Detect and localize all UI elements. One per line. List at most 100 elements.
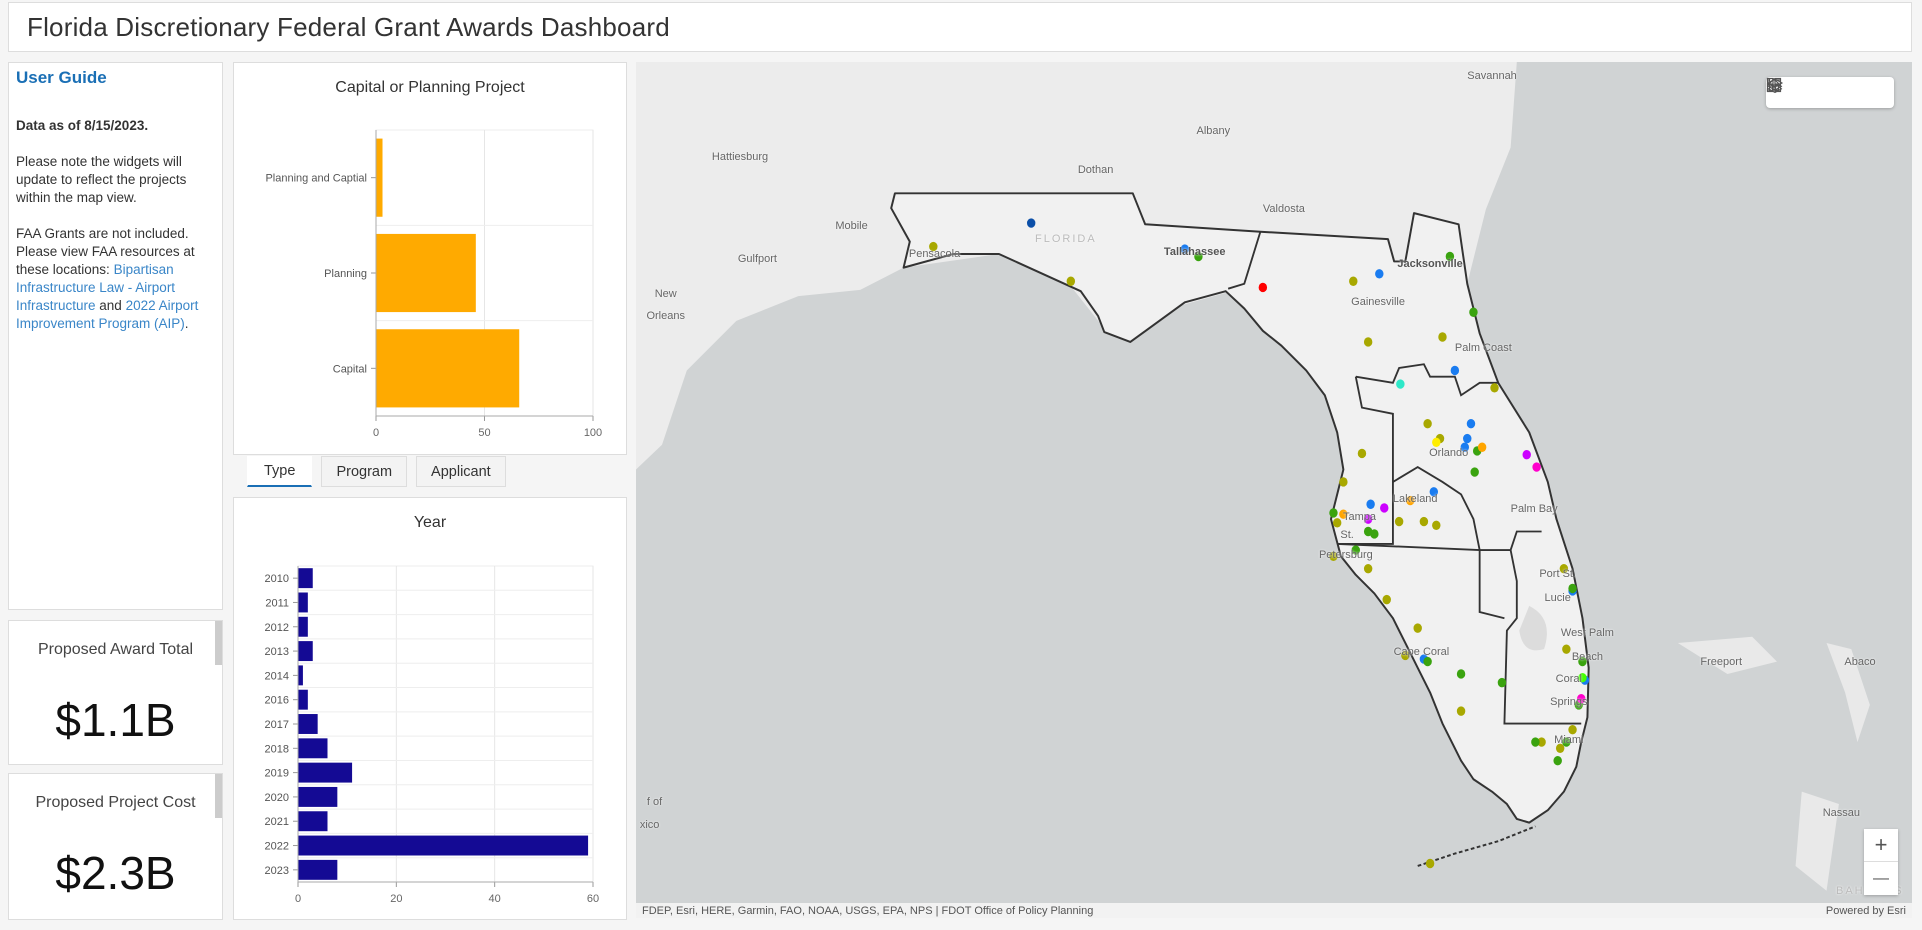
grant-project-point[interactable] xyxy=(1562,644,1571,654)
district-boundary xyxy=(1337,376,1394,545)
grant-project-point[interactable] xyxy=(1363,337,1373,347)
zoom-out-button[interactable]: — xyxy=(1873,869,1889,887)
tab-type[interactable]: Type xyxy=(247,456,313,487)
map-label: xico xyxy=(639,819,660,832)
grant-project-point[interactable] xyxy=(1413,623,1422,633)
grant-project-point[interactable] xyxy=(1423,656,1432,667)
tab-applicant[interactable]: Applicant xyxy=(416,456,506,487)
grant-project-point[interactable] xyxy=(1401,650,1410,661)
grant-project-point[interactable] xyxy=(1363,563,1373,574)
grant-project-point[interactable] xyxy=(1537,737,1546,747)
grant-project-point[interactable] xyxy=(929,241,938,252)
grant-project-point[interactable] xyxy=(1425,858,1435,869)
grant-project-point[interactable] xyxy=(1332,518,1342,528)
widget-note: Please note the widgets will update to r… xyxy=(16,154,187,205)
grant-project-point[interactable] xyxy=(1562,737,1571,747)
zoom-controls: + — xyxy=(1864,829,1898,895)
grant-project-point[interactable] xyxy=(1329,551,1338,561)
grant-project-point[interactable] xyxy=(1066,276,1076,286)
map-label: Gainesville xyxy=(1351,296,1405,309)
grant-project-point[interactable] xyxy=(1460,442,1469,452)
map-label: Savannah xyxy=(1467,69,1517,82)
legend-icon[interactable] xyxy=(1766,78,1825,104)
grant-project-point[interactable] xyxy=(1375,269,1384,279)
x-tick-label: 100 xyxy=(584,427,602,439)
bil-airport-link[interactable]: Bipartisan Infrastructure Law - Airport … xyxy=(16,262,176,313)
grant-project-point[interactable] xyxy=(1577,694,1586,704)
grant-project-point[interactable] xyxy=(1531,737,1540,747)
grant-project-point[interactable] xyxy=(1380,503,1389,513)
grant-project-point[interactable] xyxy=(1180,244,1190,254)
aip-link[interactable]: 2022 Airport Improvement Program (AIP) xyxy=(16,298,199,331)
grant-project-point[interactable] xyxy=(1349,276,1358,286)
bar-2014 xyxy=(298,665,303,686)
grant-project-point[interactable] xyxy=(1456,706,1466,716)
grant-project-point[interactable] xyxy=(1445,251,1455,262)
grant-project-point[interactable] xyxy=(1497,677,1507,688)
grant-project-point[interactable] xyxy=(1329,508,1338,518)
grant-project-point[interactable] xyxy=(1477,442,1487,452)
land-bahamas xyxy=(1677,636,1870,891)
tab-program[interactable]: Program xyxy=(321,456,408,487)
map-label: Albany xyxy=(1196,125,1231,138)
grant-project-point[interactable] xyxy=(1394,516,1404,527)
grant-project-point[interactable] xyxy=(1469,307,1478,317)
grant-project-point[interactable] xyxy=(1456,669,1466,679)
grant-project-point[interactable] xyxy=(1578,672,1587,683)
x-tick-label: 0 xyxy=(373,427,379,439)
project-cost-label: Proposed Project Cost xyxy=(35,794,196,811)
grant-project-point[interactable] xyxy=(1429,487,1439,497)
florida-keys xyxy=(1417,825,1536,867)
grant-project-point[interactable] xyxy=(1466,419,1476,429)
grant-project-point[interactable] xyxy=(1366,499,1375,509)
grant-project-point[interactable] xyxy=(1490,383,1499,393)
grant-project-point[interactable] xyxy=(1026,218,1036,228)
grant-project-point[interactable] xyxy=(1553,755,1562,766)
grant-project-point[interactable] xyxy=(1438,332,1447,342)
grant-project-point[interactable] xyxy=(1432,520,1441,531)
grant-project-point[interactable] xyxy=(1339,477,1348,487)
grant-project-point[interactable] xyxy=(1419,516,1429,527)
year-chart-panel: Year 0 20 40 60 2010 2011 2012 2013 2014 2016 2017… xyxy=(233,497,627,920)
basemap-gallery-icon[interactable] xyxy=(1766,77,1889,104)
grant-project-point[interactable] xyxy=(1406,495,1415,506)
grant-project-point[interactable] xyxy=(1555,743,1565,753)
bar-2019 xyxy=(298,762,353,783)
grant-project-point[interactable] xyxy=(1396,379,1405,389)
grant-project-point[interactable] xyxy=(1351,545,1360,555)
grant-project-point[interactable] xyxy=(1578,656,1587,667)
attribution-text[interactable]: FDEP, Esri, HERE, Garmin, FAO, NOAA, USG… xyxy=(642,904,1094,917)
scrollbar[interactable] xyxy=(215,621,222,665)
grant-project-point[interactable] xyxy=(1363,514,1373,524)
district-boundary xyxy=(1392,465,1542,552)
grant-project-point[interactable] xyxy=(1370,529,1379,539)
grant-project-point[interactable] xyxy=(1450,365,1460,376)
grant-project-point[interactable] xyxy=(1568,724,1577,735)
grant-project-point[interactable] xyxy=(1258,282,1268,293)
scrollbar[interactable] xyxy=(215,774,222,818)
grant-project-point[interactable] xyxy=(1559,563,1569,574)
grant-project-point[interactable] xyxy=(1357,448,1367,459)
map-view[interactable]: Savannah Albany Hattiesburg Dothan Valdosta M… xyxy=(636,62,1912,918)
grant-project-point[interactable] xyxy=(1194,251,1203,262)
layers-icon[interactable] xyxy=(1766,78,1857,104)
grant-project-point[interactable] xyxy=(1339,509,1348,519)
grant-project-point[interactable] xyxy=(1522,449,1531,460)
period: . xyxy=(184,316,189,331)
header: Florida Discretionary Federal Grant Awar… xyxy=(8,2,1912,52)
grant-project-point[interactable] xyxy=(1432,437,1441,448)
map-label: Abaco xyxy=(1844,655,1876,668)
powered-by-esri[interactable]: Powered by Esri xyxy=(1825,904,1906,917)
grant-project-point[interactable] xyxy=(1532,462,1541,472)
grant-project-point[interactable] xyxy=(1463,433,1472,444)
bar-2023 xyxy=(298,859,338,880)
year-chart-title: Year xyxy=(413,514,447,531)
type-chart-panel: Capital or Planning Project 0 50 100 Planni… xyxy=(233,62,627,455)
zoom-in-button[interactable]: + xyxy=(1864,829,1898,862)
map-canvas[interactable] xyxy=(636,62,1912,918)
grant-project-point[interactable] xyxy=(1382,594,1391,605)
grant-project-point[interactable] xyxy=(1470,467,1479,477)
grant-project-point[interactable] xyxy=(1423,419,1432,429)
map-label: Freeport xyxy=(1700,655,1743,668)
grant-project-point[interactable] xyxy=(1568,583,1577,594)
